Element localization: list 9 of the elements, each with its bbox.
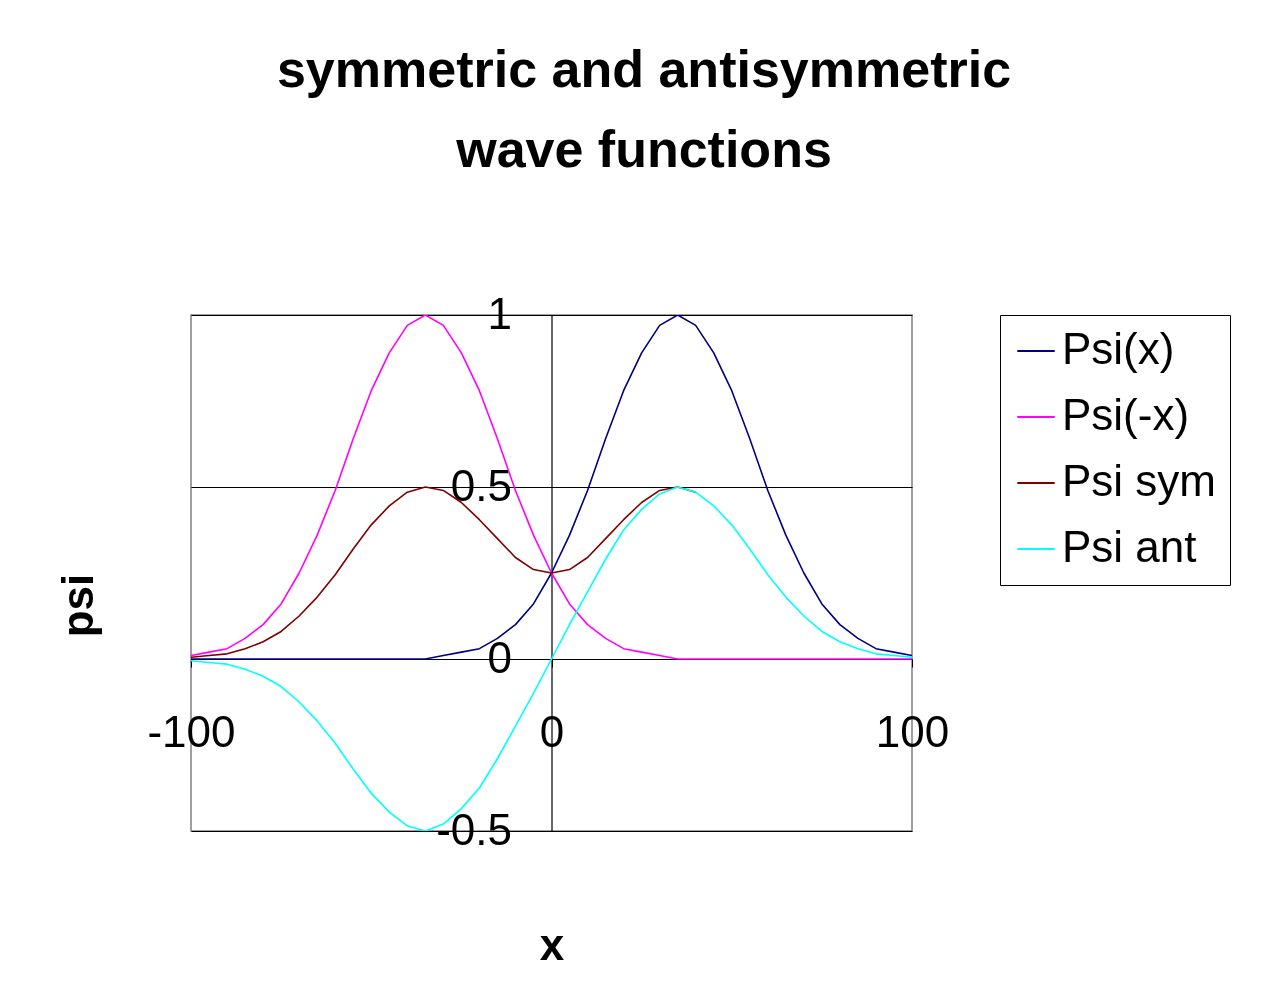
legend-label: Psi(x) (1062, 324, 1175, 373)
legend-label: Psi sym (1062, 456, 1216, 505)
x-tick-label: -100 (147, 706, 236, 756)
x-axis-title: x (539, 919, 565, 969)
legend-label: Psi(-x) (1062, 390, 1190, 439)
x-tick-label: 100 (875, 706, 950, 756)
legend-label: Psi ant (1062, 522, 1197, 571)
chart-title: symmetric and antisymmetric wave functions (276, 40, 1012, 178)
y-axis-title: psi (53, 573, 102, 638)
